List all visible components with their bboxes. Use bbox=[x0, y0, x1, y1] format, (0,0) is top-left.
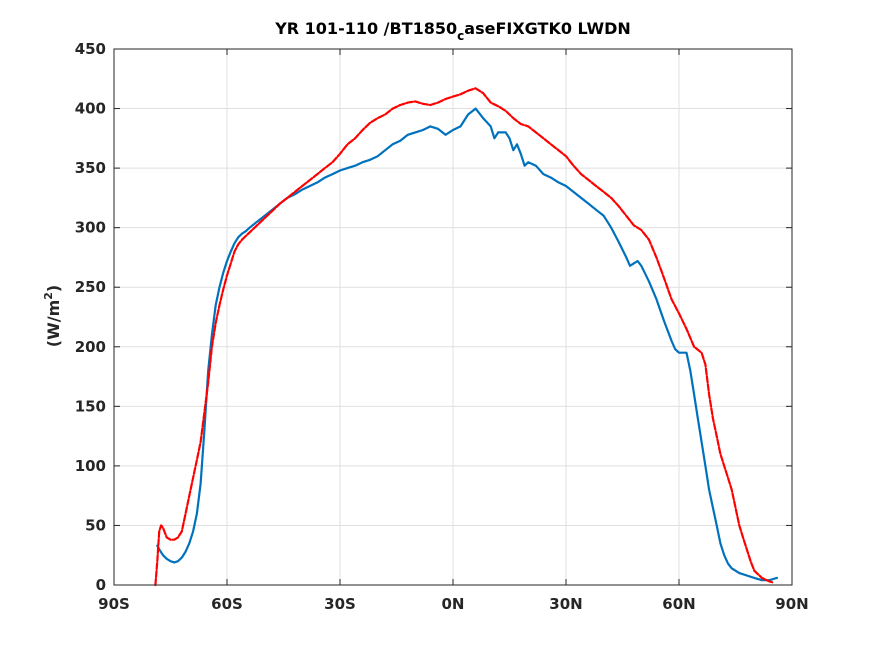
y-tick-label: 100 bbox=[75, 457, 106, 475]
y-axis-label: (W/m2) bbox=[42, 285, 63, 347]
chart-title-rest: aseFIXGTK0 LWDN bbox=[464, 19, 631, 38]
x-tick-label: 30N bbox=[549, 595, 582, 613]
series-line-2 bbox=[154, 87, 775, 587]
y-tick-label: 150 bbox=[75, 397, 106, 415]
x-tick-label: 0N bbox=[442, 595, 465, 613]
series-layer bbox=[154, 87, 778, 587]
y-tick-label: 0 bbox=[96, 576, 106, 594]
x-tick-label: 90S bbox=[98, 595, 130, 613]
x-tick-label: 60S bbox=[211, 595, 243, 613]
ticks bbox=[113, 48, 793, 586]
y-axis-label-superscript: 2 bbox=[42, 292, 55, 300]
y-tick-label: 450 bbox=[75, 40, 106, 58]
y-tick-label: 300 bbox=[75, 219, 106, 237]
y-tick-label: 50 bbox=[85, 516, 106, 534]
tick-labels: 90S 60S 30S 0N 30N 60N 90N 0 50 100 150 200 250 300 35… bbox=[75, 40, 809, 613]
x-tick-label: 30S bbox=[324, 595, 356, 613]
y-tick-label: 250 bbox=[75, 278, 106, 296]
y-tick-label: 350 bbox=[75, 159, 106, 177]
x-tick-label: 90N bbox=[775, 595, 808, 613]
y-tick-label: 200 bbox=[75, 338, 106, 356]
y-tick-label: 400 bbox=[75, 100, 106, 118]
x-tick-label: 60N bbox=[662, 595, 695, 613]
y-axis-label-close: ) bbox=[44, 285, 63, 292]
chart-title: YR 101-110 /BT1850caseFIXGTK0 LWDN bbox=[274, 19, 631, 43]
chart-title-subscript: c bbox=[457, 29, 464, 43]
series-line-1 bbox=[156, 107, 778, 582]
